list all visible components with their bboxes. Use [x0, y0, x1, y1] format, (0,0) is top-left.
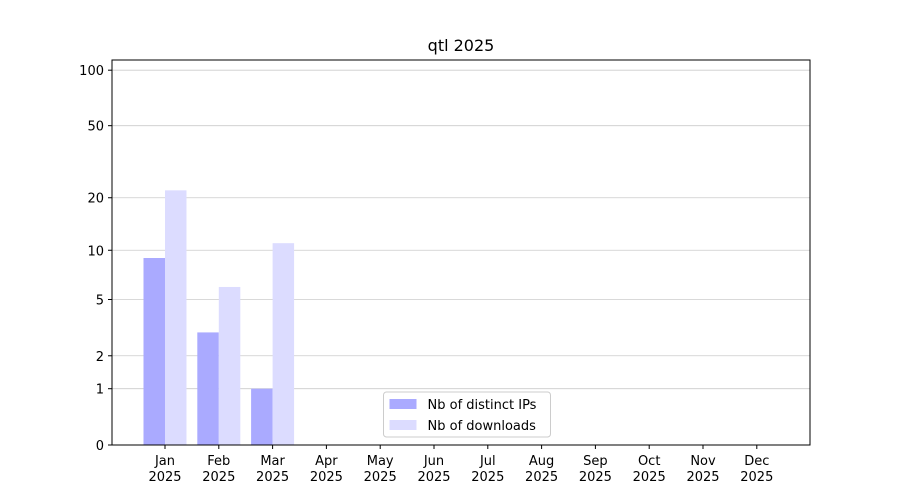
x-tick-label: Aug 2025: [525, 454, 558, 485]
legend-box: [383, 391, 551, 438]
y-tick-label: 100: [79, 64, 104, 79]
x-tick-label: Mar 2025: [256, 454, 289, 485]
x-tick-label: May 2025: [364, 454, 397, 485]
chart-title: qtl 2025: [428, 36, 495, 55]
x-tick-label: Dec 2025: [740, 454, 773, 485]
y-tick-label: 5: [96, 293, 104, 308]
bar: [197, 332, 219, 445]
x-tick-label: Jun 2025: [417, 454, 450, 485]
y-tick-label: 0: [96, 439, 104, 454]
legend-label: Nb of distinct IPs: [428, 398, 537, 413]
legend: Nb of distinct IPs Nb of downloads: [383, 391, 551, 438]
y-tick-label: 20: [87, 192, 104, 207]
legend-swatch: [389, 399, 417, 409]
bar: [272, 243, 295, 445]
x-tick-label: Feb 2025: [202, 454, 235, 485]
x-tick-label: Oct 2025: [633, 454, 666, 485]
plot-frame: [111, 59, 811, 446]
x-tick-label: Apr 2025: [310, 454, 343, 485]
bar: [218, 286, 241, 445]
x-tick-label: Sep 2025: [579, 454, 612, 485]
x-tick-label: Jul 2025: [471, 454, 504, 485]
y-tick-label: 50: [87, 120, 104, 135]
legend-label: Nb of downloads: [428, 419, 537, 434]
x-tick-label: Jan 2025: [148, 454, 181, 485]
y-tick-label: 2: [96, 350, 104, 365]
bar: [143, 257, 165, 445]
y-tick-label: 10: [87, 244, 104, 259]
bar: [165, 190, 187, 445]
legend-swatch: [389, 420, 417, 430]
bar: [251, 388, 273, 445]
y-tick-label: 1: [96, 383, 104, 398]
x-tick-label: Nov 2025: [686, 454, 719, 485]
